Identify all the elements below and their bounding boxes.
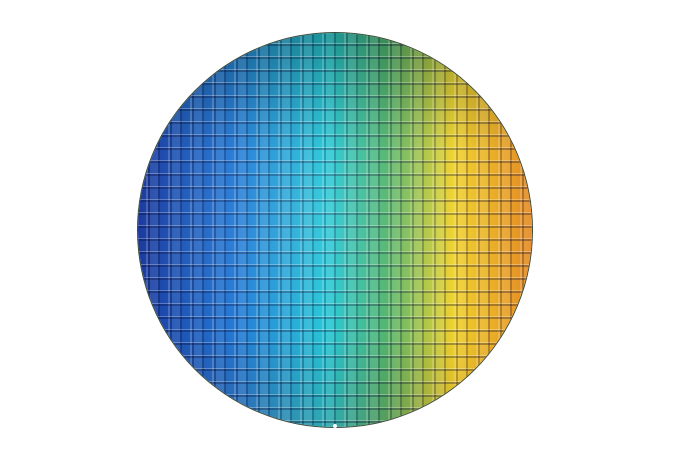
silicon-wafer: [138, 33, 532, 427]
wafer-color-gradient: [138, 33, 532, 427]
wafer-notch: [333, 424, 337, 428]
die-columns: [138, 33, 532, 427]
wafer-gloss: [138, 33, 532, 427]
wafer-shading: [138, 33, 532, 427]
die-rows: [138, 33, 532, 427]
